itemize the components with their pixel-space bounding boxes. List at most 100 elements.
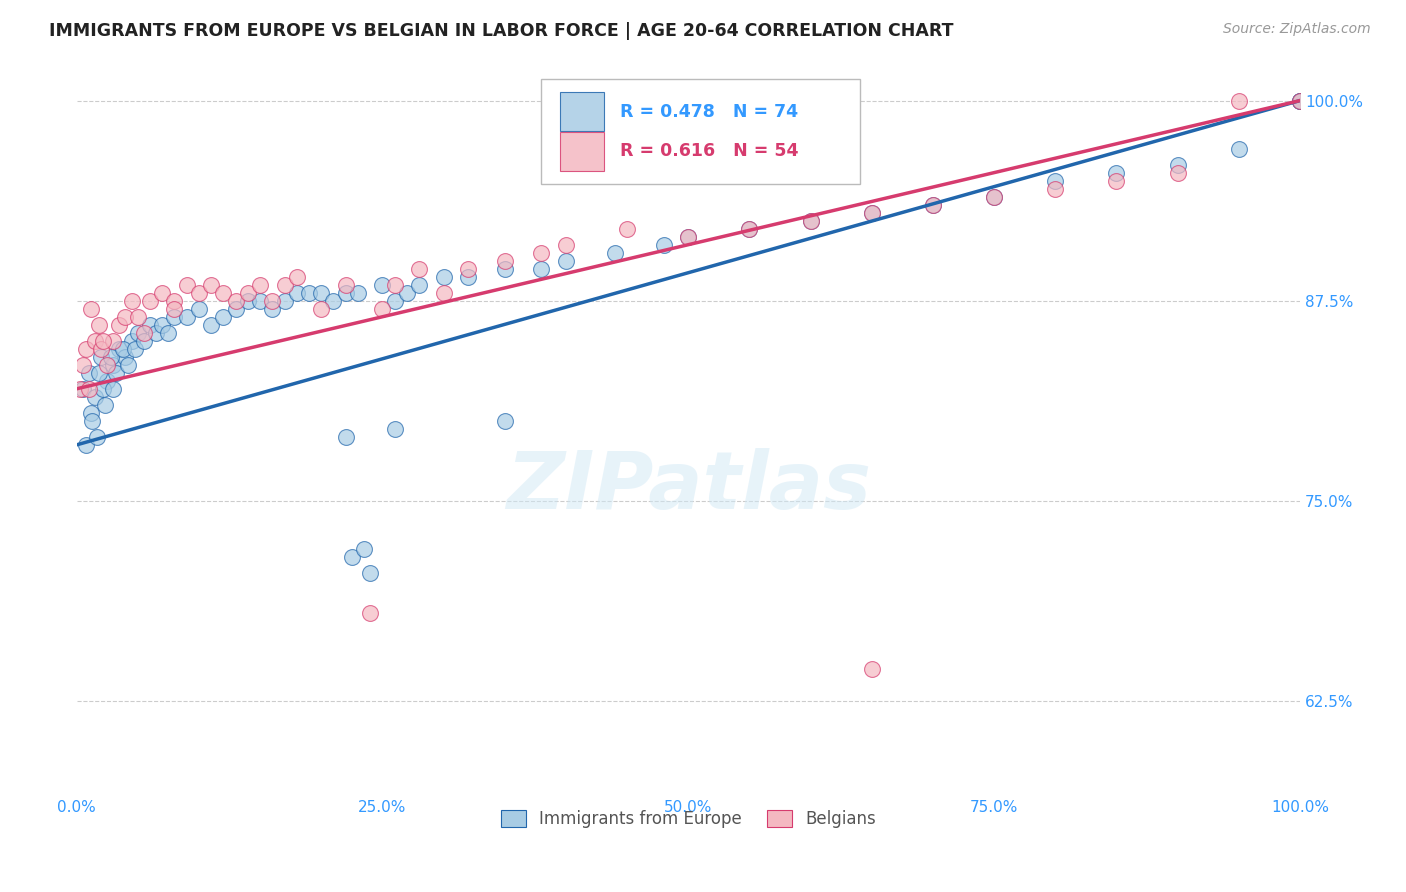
Point: [121, 334, 143, 348]
Point: [225, 301, 247, 316]
Point: [145, 326, 167, 340]
Point: [1289, 94, 1312, 108]
Point: [108, 318, 131, 332]
Point: [212, 285, 235, 300]
FancyBboxPatch shape: [560, 132, 603, 171]
Text: IMMIGRANTS FROM EUROPE VS BELGIAN IN LABOR FORCE | AGE 20-64 CORRELATION CHART: IMMIGRANTS FROM EUROPE VS BELGIAN IN LAB…: [49, 22, 953, 40]
Point: [187, 285, 209, 300]
Point: [359, 606, 381, 620]
Point: [860, 205, 883, 219]
Point: [616, 221, 638, 235]
Point: [112, 342, 135, 356]
Point: [86, 430, 108, 444]
Point: [93, 398, 115, 412]
Point: [298, 285, 321, 300]
Point: [163, 293, 186, 308]
Point: [335, 430, 357, 444]
Point: [309, 285, 332, 300]
Point: [860, 662, 883, 676]
Point: [75, 342, 97, 356]
Point: [678, 229, 700, 244]
Point: [1227, 94, 1250, 108]
Point: [93, 382, 115, 396]
Point: [285, 269, 308, 284]
Point: [738, 221, 761, 235]
Point: [457, 269, 479, 284]
Point: [225, 293, 247, 308]
Point: [371, 301, 394, 316]
Point: [117, 358, 139, 372]
Point: [262, 301, 284, 316]
Point: [127, 310, 149, 324]
Point: [96, 374, 118, 388]
Point: [139, 318, 162, 332]
Point: [77, 382, 100, 396]
Point: [72, 382, 94, 396]
Point: [80, 301, 103, 316]
Text: R = 0.478   N = 74: R = 0.478 N = 74: [620, 103, 797, 120]
Point: [494, 261, 516, 276]
Point: [139, 293, 162, 308]
Point: [800, 213, 823, 227]
Point: [100, 350, 122, 364]
Point: [72, 358, 94, 372]
Point: [80, 406, 103, 420]
Point: [408, 277, 430, 292]
Point: [82, 414, 104, 428]
Point: [127, 326, 149, 340]
Point: [114, 310, 136, 324]
Point: [75, 438, 97, 452]
Point: [104, 366, 127, 380]
Point: [340, 549, 363, 564]
Point: [90, 350, 112, 364]
Point: [93, 334, 115, 348]
Point: [384, 422, 406, 436]
Point: [457, 261, 479, 276]
Point: [922, 197, 945, 211]
Point: [335, 277, 357, 292]
Point: [236, 285, 259, 300]
Point: [176, 310, 198, 324]
Point: [555, 237, 578, 252]
FancyBboxPatch shape: [560, 92, 603, 131]
Point: [555, 253, 578, 268]
Point: [371, 277, 394, 292]
Point: [1289, 94, 1312, 108]
Point: [1167, 166, 1189, 180]
Point: [103, 358, 125, 372]
Point: [262, 293, 284, 308]
Point: [273, 293, 295, 308]
Point: [87, 318, 110, 332]
Point: [103, 334, 125, 348]
Point: [494, 253, 516, 268]
Point: [353, 541, 375, 556]
Text: ZIPatlas: ZIPatlas: [506, 448, 870, 525]
Legend: Immigrants from Europe, Belgians: Immigrants from Europe, Belgians: [494, 804, 883, 835]
Point: [84, 334, 107, 348]
Point: [212, 310, 235, 324]
Point: [200, 318, 222, 332]
Point: [530, 261, 553, 276]
Point: [494, 414, 516, 428]
Point: [335, 285, 357, 300]
Point: [1045, 181, 1067, 195]
Point: [530, 245, 553, 260]
Point: [132, 326, 155, 340]
Point: [90, 342, 112, 356]
Point: [150, 318, 173, 332]
Point: [163, 301, 186, 316]
Point: [150, 285, 173, 300]
Point: [384, 293, 406, 308]
Point: [1045, 173, 1067, 187]
Point: [84, 390, 107, 404]
Point: [603, 245, 626, 260]
Point: [69, 382, 91, 396]
Point: [124, 342, 146, 356]
Point: [1105, 166, 1128, 180]
Point: [103, 382, 125, 396]
Point: [860, 205, 883, 219]
Point: [1227, 142, 1250, 156]
Point: [77, 366, 100, 380]
Point: [236, 293, 259, 308]
Point: [87, 366, 110, 380]
